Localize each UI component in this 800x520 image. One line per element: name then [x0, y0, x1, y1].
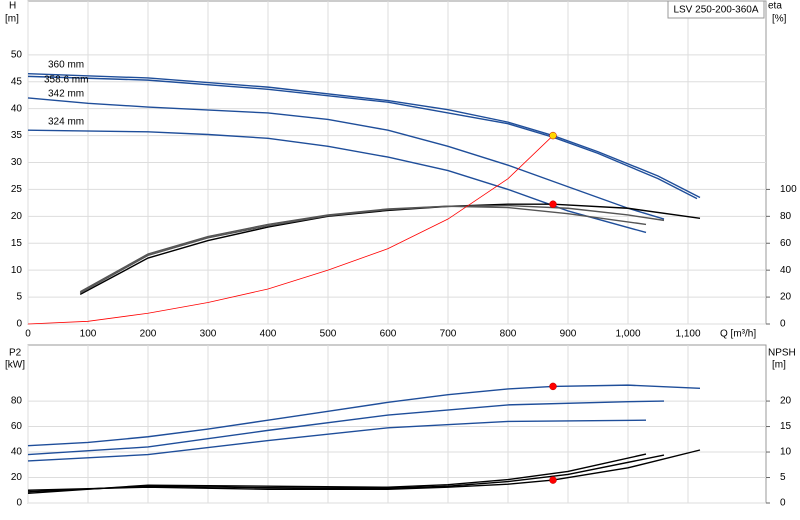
x-tick-label: 600 [380, 329, 397, 340]
curve-label: 324 mm [48, 117, 84, 128]
y-axis-unit: [kW] [5, 360, 25, 371]
duty-point [549, 200, 557, 208]
curve [27, 419, 647, 462]
y-tick-label: 40 [11, 103, 23, 114]
y-tick-label: 0 [16, 319, 22, 330]
y2-tick-label: 10 [780, 447, 792, 458]
duty-point [549, 131, 557, 140]
y2-axis-unit: [%] [772, 14, 787, 25]
y2-tick-label: 40 [780, 265, 792, 276]
x-tick-label: 900 [560, 329, 577, 340]
y-tick-label: 45 [11, 76, 23, 87]
x-tick-label: 1,100 [675, 329, 700, 340]
x-axis-label: Q [m³/h] [720, 329, 756, 340]
y-tick-label: 20 [11, 211, 23, 222]
curve [27, 129, 647, 234]
y-tick-label: 40 [11, 447, 23, 458]
y-tick-label: 20 [11, 472, 23, 483]
curve-label: 342 mm [48, 89, 84, 100]
y-tick-label: 60 [11, 421, 23, 432]
curve [79, 203, 701, 296]
y2-tick-label: 5 [780, 472, 786, 483]
x-tick-label: 1,000 [615, 329, 640, 340]
y-tick-label: 25 [11, 184, 23, 195]
duty-point [549, 476, 557, 484]
curve [27, 97, 665, 220]
y2-tick-label: 0 [780, 319, 786, 330]
y-tick-label: 80 [11, 396, 23, 407]
x-tick-label: 800 [500, 329, 517, 340]
y-tick-label: 5 [16, 292, 22, 303]
title-box [667, 0, 765, 19]
x-tick-label: 200 [140, 329, 157, 340]
y2-axis-label: eta [768, 1, 782, 12]
y2-tick-label: 80 [780, 211, 792, 222]
y-tick-label: 15 [11, 238, 23, 249]
y2-tick-label: 15 [780, 421, 792, 432]
y-tick-label: 10 [11, 265, 23, 276]
x-tick-label: 100 [80, 329, 97, 340]
curve [27, 75, 698, 200]
x-tick-label: 300 [200, 329, 217, 340]
curve [27, 384, 701, 447]
y-tick-label: 50 [11, 49, 23, 60]
x-tick-label: 700 [440, 329, 457, 340]
y2-axis-unit: [m] [772, 360, 786, 371]
y-axis-label: H [9, 1, 16, 12]
curve [27, 400, 665, 456]
y2-tick-label: 20 [780, 292, 792, 303]
y-tick-label: 35 [11, 130, 23, 141]
y2-tick-label: 100 [780, 184, 797, 195]
y-tick-label: 0 [16, 498, 22, 509]
curve [27, 453, 647, 495]
y-axis-label: P2 [9, 348, 22, 359]
y2-tick-label: 60 [780, 238, 792, 249]
curve-label: 360 mm [48, 60, 84, 71]
y2-tick-label: 20 [780, 396, 792, 407]
y2-axis-label: NPSH [768, 348, 796, 359]
y2-tick-label: 0 [780, 498, 786, 509]
x-tick-label: 400 [260, 329, 277, 340]
curve-label: 358.6 mm [44, 75, 88, 86]
y-tick-label: 30 [11, 157, 23, 168]
x-tick-label: 0 [25, 329, 31, 340]
duty-point [549, 382, 557, 391]
curve [79, 205, 647, 293]
x-tick-label: 500 [320, 329, 337, 340]
chart-title: LSV 250-200-360A [673, 5, 758, 16]
curve [27, 135, 554, 325]
curve [27, 72, 701, 199]
curve [27, 454, 665, 493]
curve [27, 449, 701, 491]
y-axis-unit: [m] [5, 14, 19, 25]
